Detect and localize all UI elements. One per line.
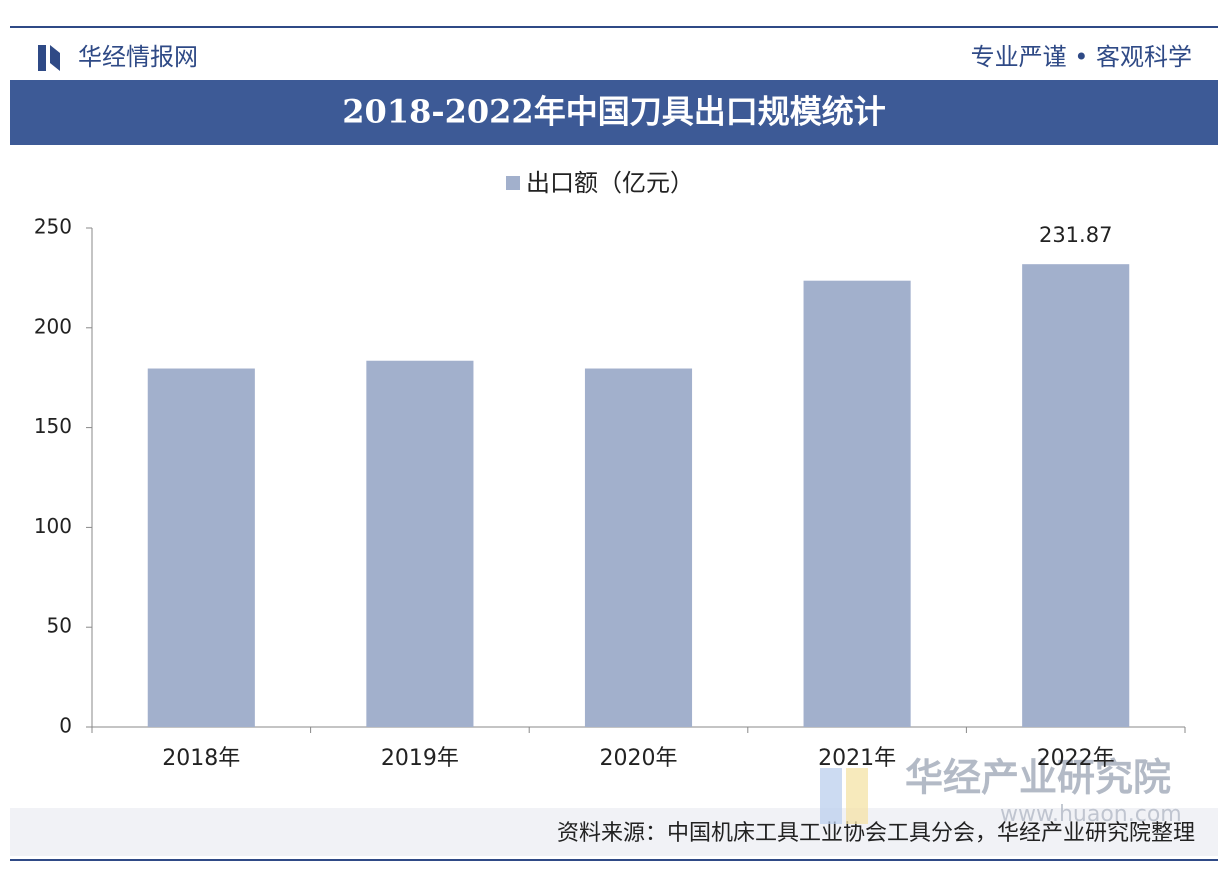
y-tick-label: 250: [34, 215, 72, 239]
y-tick-label: 100: [34, 514, 72, 538]
watermark-text: 华经产业研究院: [905, 756, 1171, 800]
x-tick-label: 2018年: [162, 746, 240, 771]
legend-label: 出口额（亿元）: [526, 169, 694, 197]
x-tick-label: 2019年: [381, 746, 459, 771]
y-tick-label: 200: [34, 314, 72, 338]
watermark: 华经产业研究院 www.huaon.com: [820, 756, 1182, 827]
legend-swatch: [506, 176, 520, 190]
brand: 华经情报网: [78, 43, 198, 71]
y-tick-label: 50: [47, 614, 72, 638]
watermark-url: www.huaon.com: [1000, 802, 1182, 827]
bar: [366, 360, 474, 727]
source: 资料来源：中国机床工具工业协会工具分会，华经产业研究院整理: [557, 821, 1195, 846]
slogan: 专业严谨 • 客观科学: [971, 43, 1192, 71]
x-tick-label: 2022年: [1037, 746, 1115, 771]
bar: [803, 280, 911, 727]
y-tick-label: 0: [59, 714, 72, 738]
x-tick-label: 2020年: [600, 746, 678, 771]
bar: [584, 368, 693, 727]
data-label: 231.87: [1039, 223, 1112, 247]
bar: [147, 368, 255, 727]
y-tick-label: 150: [34, 414, 72, 438]
title-band: [10, 80, 1218, 145]
bar: [1022, 264, 1130, 727]
logo: [38, 45, 60, 71]
x-tick-label: 2021年: [818, 746, 896, 771]
footer-band: [10, 808, 1218, 856]
chart-title: 2018-2022年中国刀具出口规模统计: [342, 93, 885, 131]
